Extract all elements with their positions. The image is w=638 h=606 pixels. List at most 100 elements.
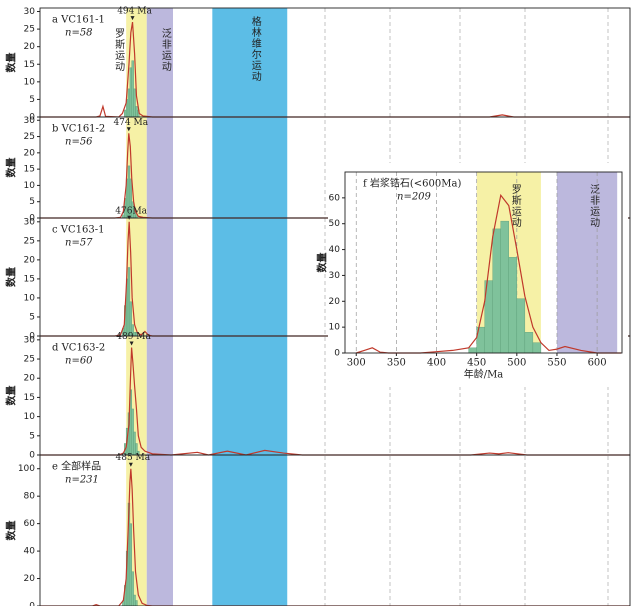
y-tick-label: 10 [24, 293, 36, 303]
y-tick-label: 0 [29, 214, 35, 224]
sample-count: n=56 [65, 137, 93, 148]
y-axis-label: 数量 [316, 253, 329, 273]
histogram-bar [524, 332, 534, 354]
y-tick-label: 5 [29, 95, 35, 105]
band-label: 泛非运动 [588, 184, 600, 228]
y-tick-label: 30 [24, 7, 36, 17]
density-curve [40, 221, 630, 337]
histogram-bar [124, 109, 127, 118]
peak-marker [127, 215, 132, 220]
y-tick-label: 20 [24, 148, 36, 158]
y-tick-label: 5 [29, 312, 35, 322]
y-tick-label: 25 [24, 132, 35, 142]
panel-title: b VC161-2 [52, 124, 105, 135]
x-tick-label: 500 [507, 358, 526, 369]
peak-label: 485 Ma [116, 453, 151, 463]
peak-label: 489 Ma [116, 332, 151, 342]
x-axis-label: 年龄/Ma [464, 368, 504, 381]
peak-marker [126, 127, 131, 132]
histogram-bar [133, 431, 136, 456]
x-tick-label: 350 [387, 358, 406, 369]
y-tick-label: 30 [24, 116, 36, 126]
histogram-bar [532, 342, 542, 354]
y-tick-label: 20 [24, 255, 36, 265]
y-tick-label: 15 [24, 165, 35, 175]
histogram-bar [133, 594, 136, 606]
y-tick-label: 5 [29, 197, 35, 207]
histogram-bar [127, 88, 131, 118]
band-label: 罗斯运动 [509, 184, 521, 228]
y-axis-label: 数量 [5, 521, 18, 541]
sample-count: n=58 [65, 28, 93, 39]
band-label: 格林维尔运动 [249, 15, 261, 82]
y-tick-label: 80 [24, 492, 36, 502]
y-tick-label: 100 [18, 464, 35, 474]
y-tick-label: 40 [24, 547, 36, 557]
y-tick-label: 60 [24, 519, 36, 529]
histogram-bar [127, 267, 131, 337]
peak-label: 494 Ma [117, 7, 152, 17]
histogram-bar [131, 571, 134, 606]
histogram-bar [508, 257, 518, 354]
band-label: 罗斯运动 [113, 28, 125, 72]
density-curve [40, 133, 630, 219]
histogram-bar [129, 523, 132, 606]
y-tick-label: 30 [24, 335, 36, 345]
y-tick-label: 25 [24, 355, 35, 365]
histogram-bar [468, 347, 477, 354]
y-tick-label: 20 [24, 574, 36, 584]
y-tick-label: 30 [329, 271, 341, 281]
density-curve [40, 468, 630, 606]
panel-frame [344, 171, 623, 354]
y-tick-label: 0 [29, 602, 35, 606]
y-tick-label: 25 [24, 25, 35, 35]
band-label: 泛非运动 [159, 28, 171, 72]
panel-title: f 岩浆锆石(<600Ma) [363, 177, 461, 190]
y-tick-label: 15 [24, 393, 35, 403]
y-tick-label: 15 [24, 274, 35, 284]
density-curve [40, 347, 630, 456]
peak-label: 474 Ma [113, 118, 148, 128]
panel-title: a VC161-1 [52, 15, 105, 26]
y-tick-label: 40 [329, 245, 341, 255]
sample-count: n=60 [65, 356, 93, 367]
peak-marker [130, 16, 135, 21]
panel-frame [39, 454, 631, 606]
y-tick-label: 15 [24, 60, 35, 70]
y-tick-label: 50 [329, 219, 341, 229]
histogram-bar [129, 301, 132, 337]
age-band [146, 8, 173, 606]
y-axis-label: 数量 [5, 267, 18, 287]
y-tick-label: 20 [24, 42, 36, 52]
histogram-bar [135, 106, 138, 118]
y-tick-label: 10 [24, 181, 36, 191]
y-tick-label: 5 [29, 431, 35, 441]
histogram-bar [500, 220, 509, 354]
age-band [212, 8, 288, 606]
histogram-bar [131, 408, 134, 456]
y-tick-label: 0 [29, 113, 35, 123]
y-tick-label: 30 [24, 217, 36, 227]
sample-count: n=57 [65, 238, 93, 249]
histogram-bar [492, 228, 501, 354]
age-band [556, 172, 618, 353]
panel-title: c VC163-1 [52, 225, 104, 236]
y-axis-label: 数量 [5, 386, 18, 406]
histogram-bar [129, 67, 132, 118]
x-tick-label: 550 [547, 358, 566, 369]
y-tick-label: 0 [29, 332, 35, 342]
y-tick-label: 25 [24, 236, 35, 246]
x-tick-label: 600 [588, 358, 607, 369]
peak-marker [129, 341, 134, 346]
y-tick-label: 20 [24, 374, 36, 384]
x-tick-label: 450 [467, 358, 486, 369]
y-tick-label: 10 [24, 412, 36, 422]
y-tick-label: 10 [329, 323, 341, 333]
x-tick-label: 400 [427, 358, 446, 369]
y-tick-label: 0 [334, 349, 340, 359]
panel-title: e 全部样品 [52, 460, 101, 473]
histogram-bar [516, 298, 526, 354]
panel-title: d VC163-2 [52, 343, 105, 354]
y-tick-label: 0 [29, 451, 35, 461]
